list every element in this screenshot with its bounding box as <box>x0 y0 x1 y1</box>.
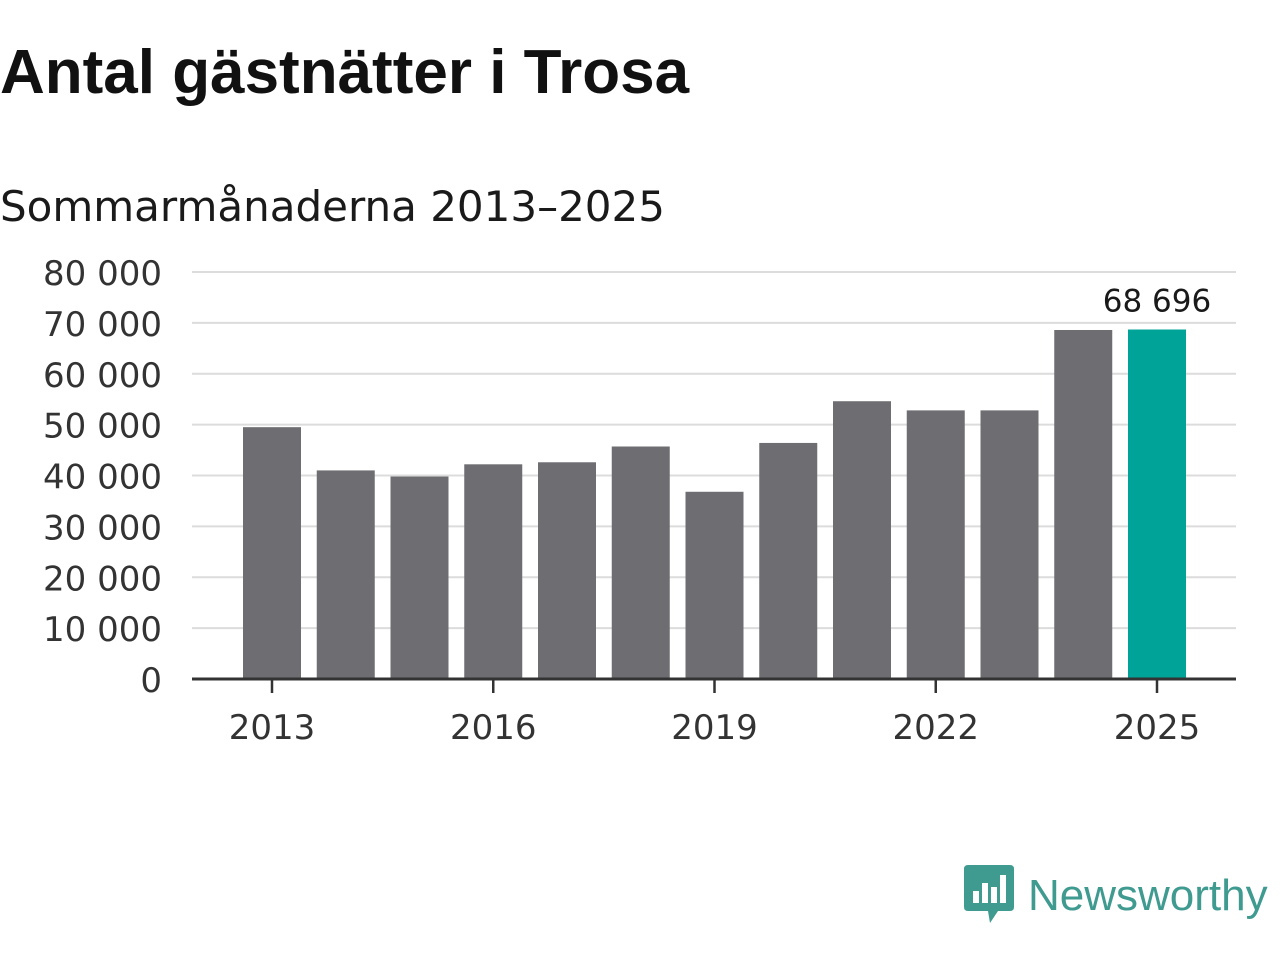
y-tick-label: 50 000 <box>43 407 162 447</box>
data-labels: 68 696 <box>1103 284 1211 320</box>
y-tick-label: 20 000 <box>43 559 162 599</box>
brand-logo: Newsworthy <box>964 864 1268 928</box>
y-tick-label: 60 000 <box>43 356 162 396</box>
y-tick-label: 30 000 <box>43 508 162 548</box>
x-tick-label: 2013 <box>229 708 316 748</box>
y-tick-label: 0 <box>140 661 162 701</box>
bar-2016 <box>464 464 523 679</box>
x-tick-label: 2022 <box>892 708 979 748</box>
x-axis <box>192 677 1236 693</box>
bar-2025 <box>1128 329 1186 679</box>
bar-2019 <box>685 491 744 679</box>
chart-subtitle: Sommarmånaderna 2013–2025 <box>0 182 665 231</box>
bar-2013 <box>243 427 301 679</box>
bar-2018 <box>611 446 670 679</box>
bar-2021 <box>833 401 891 679</box>
chart-title: Antal gästnätter i Trosa <box>0 38 690 107</box>
bar-2022 <box>906 410 965 679</box>
bar-2017 <box>538 462 596 679</box>
y-tick-label: 10 000 <box>43 610 162 650</box>
x-tick-label: 2019 <box>671 708 758 748</box>
y-tick-label: 40 000 <box>43 458 162 498</box>
bar-2015 <box>390 476 449 679</box>
x-tick-label: 2025 <box>1114 708 1201 748</box>
bar-2020 <box>759 442 818 679</box>
brand-name: Newsworthy <box>1028 871 1268 920</box>
y-tick-label: 70 000 <box>43 305 162 345</box>
y-axis-tick-labels: 0 10 000 20 000 30 000 40 000 50 000 60 000 70 … <box>43 254 162 701</box>
data-label-2025: 68 696 <box>1103 284 1211 320</box>
bar-2023 <box>980 410 1039 679</box>
x-tick-label: 2016 <box>450 708 537 748</box>
newsworthy-logo-icon <box>964 865 1014 923</box>
y-tick-label: 80 000 <box>43 254 162 294</box>
bar-2024 <box>1054 329 1113 679</box>
x-axis-tick-labels: 2013 2016 2019 2022 2025 <box>229 708 1201 748</box>
bar-2014 <box>316 470 375 679</box>
bars <box>243 329 1186 679</box>
